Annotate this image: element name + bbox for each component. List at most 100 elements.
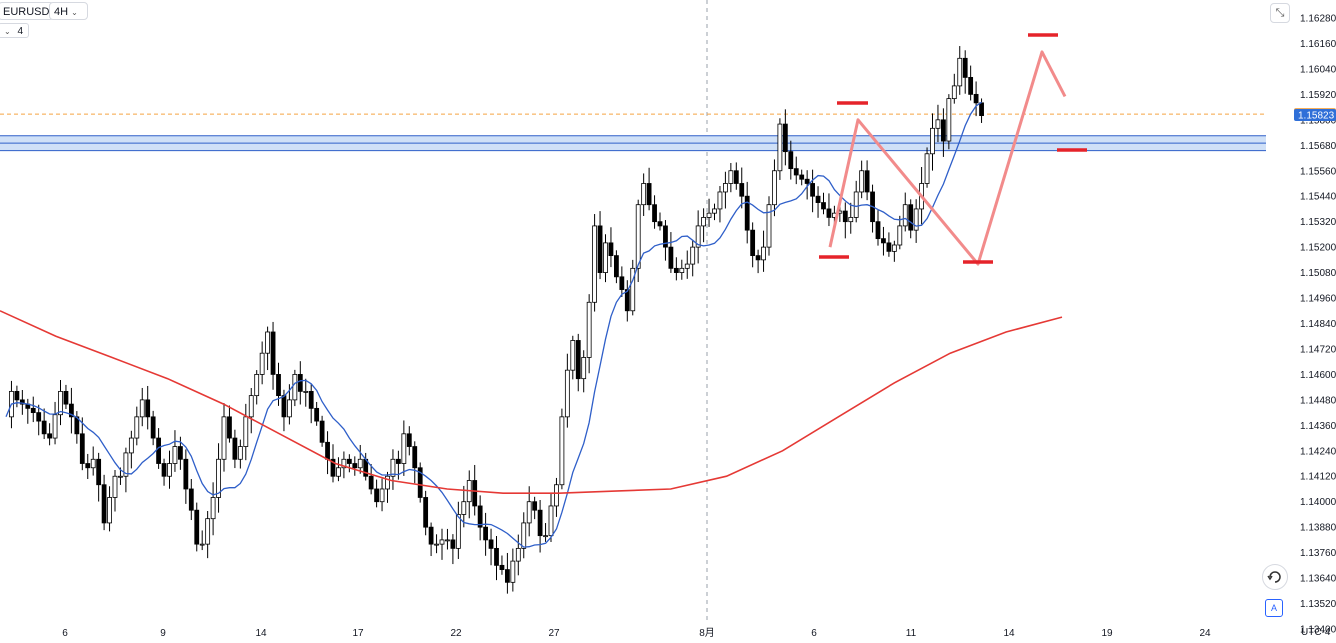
candle-body xyxy=(483,526,489,541)
candle-body xyxy=(777,123,783,172)
candle-body xyxy=(668,246,674,269)
y-tick-label: 1.15920 xyxy=(1300,90,1336,101)
candle-body xyxy=(815,195,821,203)
y-tick-label: 1.16280 xyxy=(1300,14,1336,25)
pattern-zigzag xyxy=(828,50,1067,266)
candle-body xyxy=(281,395,287,418)
candle-body xyxy=(374,488,380,503)
candle-body xyxy=(537,509,543,537)
candle-body xyxy=(821,202,826,210)
indicator-toggle[interactable]: ⌄ 4 xyxy=(0,23,30,38)
candle-body xyxy=(232,437,238,460)
candle-body xyxy=(526,501,532,524)
x-tick-label: 19 xyxy=(1101,628,1113,639)
candle-body xyxy=(401,433,407,464)
candle-body xyxy=(297,374,303,392)
candle-body xyxy=(930,127,935,155)
x-tick-label: 9 xyxy=(160,628,166,639)
candle-body xyxy=(243,416,249,447)
y-tick-label: 1.15320 xyxy=(1300,217,1336,228)
candle-body xyxy=(205,518,211,545)
auto-scale-icon[interactable]: A xyxy=(1265,599,1283,617)
candle-body xyxy=(428,526,434,545)
y-tick-label: 1.13400 xyxy=(1300,625,1336,636)
x-tick-label: 14 xyxy=(1003,628,1015,639)
candle-body xyxy=(859,170,865,193)
candle-body xyxy=(646,183,652,206)
y-tick-label: 1.14840 xyxy=(1300,319,1336,330)
candle-body xyxy=(41,420,47,435)
candle-body xyxy=(733,170,739,184)
ma-slow-line xyxy=(0,310,1063,494)
candle-body xyxy=(276,374,281,397)
candle-body xyxy=(673,267,679,273)
candle-body xyxy=(177,446,183,460)
candle-body xyxy=(712,208,717,214)
candle-body xyxy=(488,539,494,549)
candle-body xyxy=(346,458,352,464)
candle-body xyxy=(842,210,848,223)
y-tick-label: 1.15440 xyxy=(1300,192,1336,203)
candle-body xyxy=(973,93,979,104)
candle-body xyxy=(515,547,521,562)
candle-body xyxy=(853,191,859,218)
candle-body xyxy=(597,225,603,273)
candle-body xyxy=(385,475,390,490)
candle-body xyxy=(810,183,815,197)
candle-body xyxy=(979,102,984,116)
candle-body xyxy=(259,352,265,375)
timeframe-selector[interactable]: 4H ⌄ xyxy=(49,2,88,20)
symbol-selector[interactable]: EURUSD xyxy=(0,2,55,20)
candle-body xyxy=(52,414,58,439)
candle-body xyxy=(139,399,145,418)
candle-body xyxy=(292,374,298,401)
timezone-label: UTC-4 xyxy=(1301,627,1331,638)
x-tick-label: 8月 xyxy=(699,627,715,639)
candle-body xyxy=(167,463,172,477)
y-tick-label: 1.14480 xyxy=(1300,395,1336,406)
y-tick-label: 1.15560 xyxy=(1300,166,1336,177)
candle-body xyxy=(319,420,325,443)
candle-body xyxy=(445,539,450,542)
indicator-count: 4 xyxy=(17,26,24,37)
candle-body xyxy=(679,267,685,273)
candle-body xyxy=(564,369,570,418)
candle-body xyxy=(379,488,385,503)
candle-body xyxy=(548,505,554,537)
candle-body xyxy=(308,390,314,409)
candle-body xyxy=(701,217,706,227)
candle-body xyxy=(635,204,641,269)
y-tick-label: 1.14360 xyxy=(1300,421,1336,432)
ma-fast-line xyxy=(5,101,982,548)
x-tick-label: 6 xyxy=(811,628,817,639)
candle-body xyxy=(118,475,123,478)
candle-body xyxy=(499,564,505,570)
candle-body xyxy=(755,255,761,261)
candle-body xyxy=(112,475,118,498)
candle-body xyxy=(412,446,418,469)
candle-body xyxy=(248,395,254,418)
candle-body xyxy=(406,433,412,447)
candle-body xyxy=(63,390,69,405)
candle-body xyxy=(107,497,112,524)
replay-icon[interactable] xyxy=(1262,564,1288,590)
x-tick-label: 11 xyxy=(906,628,917,639)
candle-body xyxy=(455,514,461,549)
candle-body xyxy=(395,458,401,464)
x-tick-label: 17 xyxy=(352,628,364,639)
candle-body xyxy=(875,221,881,240)
candle-body xyxy=(902,204,908,227)
candle-body xyxy=(504,569,510,583)
candle-body xyxy=(946,98,952,142)
candle-body xyxy=(592,225,597,303)
candle-body xyxy=(417,467,423,498)
candle-body xyxy=(750,229,756,257)
candle-body xyxy=(439,539,445,545)
candle-body xyxy=(96,458,102,486)
collapse-arrows-icon[interactable]: ⤡ xyxy=(1270,3,1290,23)
replay-glyph xyxy=(1267,571,1281,583)
candle-body xyxy=(216,458,221,498)
candle-body xyxy=(210,497,216,520)
symbol-label: EURUSD xyxy=(3,6,50,18)
